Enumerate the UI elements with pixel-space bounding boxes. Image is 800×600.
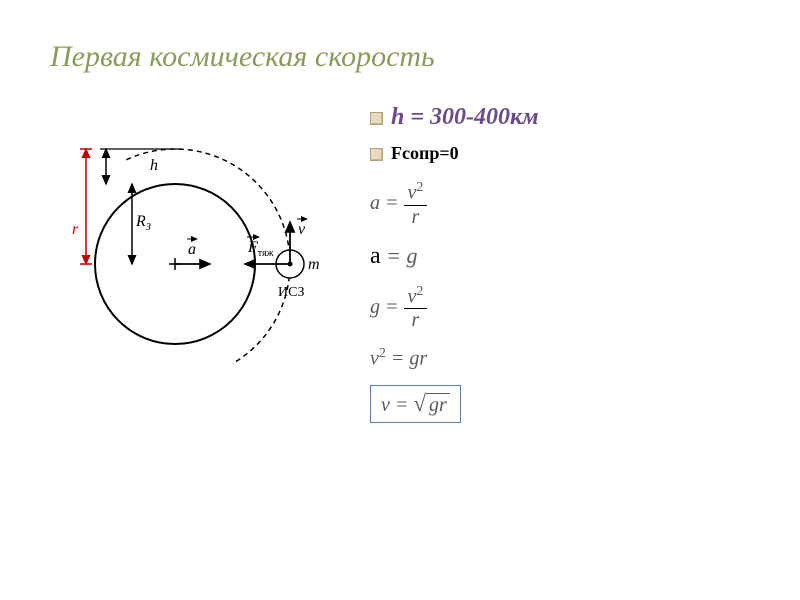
- svg-text:m: m: [308, 256, 320, 273]
- eq-lhs: v =: [381, 394, 413, 416]
- svg-text:Fтяж: Fтяж: [247, 239, 274, 259]
- orbit-diagram: r h RЗ a Fтяж v m ИСЗ: [50, 104, 330, 384]
- eq-a-eq-g: a = g: [370, 243, 750, 270]
- fraction: v2 r: [404, 180, 428, 229]
- den: r: [404, 206, 428, 229]
- slide-title: Первая космическая скорость: [50, 40, 750, 74]
- svg-text:a: a: [188, 241, 196, 258]
- eq-a-frac: a = v2 r: [370, 180, 750, 229]
- eq-h-text: h = 300-400км: [391, 104, 539, 130]
- eq-rhs: = g: [381, 243, 418, 268]
- bullet-icon: [370, 148, 383, 161]
- svg-text:v: v: [298, 221, 306, 238]
- eq-lhs: a =: [370, 192, 399, 214]
- content-row: r h RЗ a Fтяж v m ИСЗ h = 300-400км Fсопр=0 a =…: [50, 104, 750, 437]
- svg-text:r: r: [72, 221, 79, 238]
- eq-v-squared: v2 = gr: [370, 346, 750, 371]
- eq-h: h = 300-400км: [370, 104, 750, 131]
- eq-g-frac: g = v2 r: [370, 284, 750, 333]
- eq-fsопр: Fсопр=0: [370, 143, 750, 164]
- eq-rhs: = gr: [386, 348, 427, 370]
- eq-lhs: a: [370, 243, 381, 269]
- eq-lhs: g =: [370, 296, 399, 318]
- sup: 2: [416, 284, 423, 299]
- den: r: [404, 309, 428, 332]
- sup: 2: [416, 180, 423, 195]
- bullet-icon: [370, 112, 383, 125]
- eq-lhs: v: [370, 348, 379, 370]
- equations-block: h = 300-400км Fсопр=0 a = v2 r a = g g =…: [330, 104, 750, 437]
- svg-text:h: h: [150, 157, 158, 174]
- eq-v-final: v = √gr: [370, 385, 750, 423]
- svg-text:RЗ: RЗ: [135, 213, 151, 233]
- sqrt: √gr: [413, 394, 449, 416]
- svg-text:ИСЗ: ИСЗ: [278, 285, 304, 300]
- fraction: v2 r: [404, 284, 428, 333]
- eq-f-text: Fсопр=0: [391, 143, 459, 163]
- sup: 2: [379, 346, 386, 361]
- boxed-formula: v = √gr: [370, 385, 461, 423]
